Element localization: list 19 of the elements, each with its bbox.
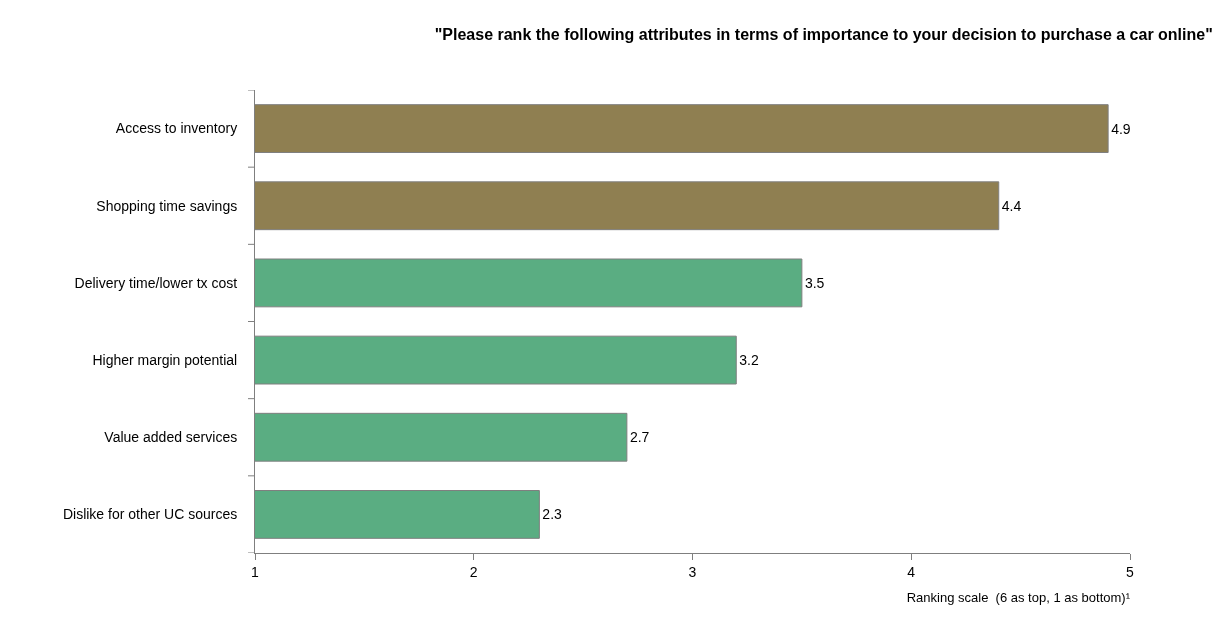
data-label: 2.7 [629,429,650,446]
data-label: 4.4 [1001,197,1022,214]
chart-title: "Please rank the following attributes in terms of importance to your decision to purchase a car online" [434,26,1213,44]
x-tick-label: 1 [251,563,260,580]
y-tick-label: Access to inventory [115,120,238,137]
data-label: 4.9 [1111,120,1131,137]
y-tick-label: Dislike for other UC sources [62,506,238,523]
x-axis-title: Ranking scale (6 as top, 1 as bottom)¹ [906,590,1131,606]
x-tick-label: 2 [469,563,478,580]
x-tick-label: 4 [907,563,916,580]
data-label: 2.3 [542,506,563,523]
y-tick-label: Higher margin potential [92,351,238,368]
data-label: 3.2 [739,352,759,369]
data-label: 3.5 [804,274,825,291]
y-tick-label: Delivery time/lower tx cost [74,274,238,291]
x-tick-label: 5 [1126,563,1135,580]
y-tick-label: Value added services [104,429,238,446]
y-tick-label: Shopping time savings [96,197,238,214]
x-tick-label: 3 [688,563,697,580]
